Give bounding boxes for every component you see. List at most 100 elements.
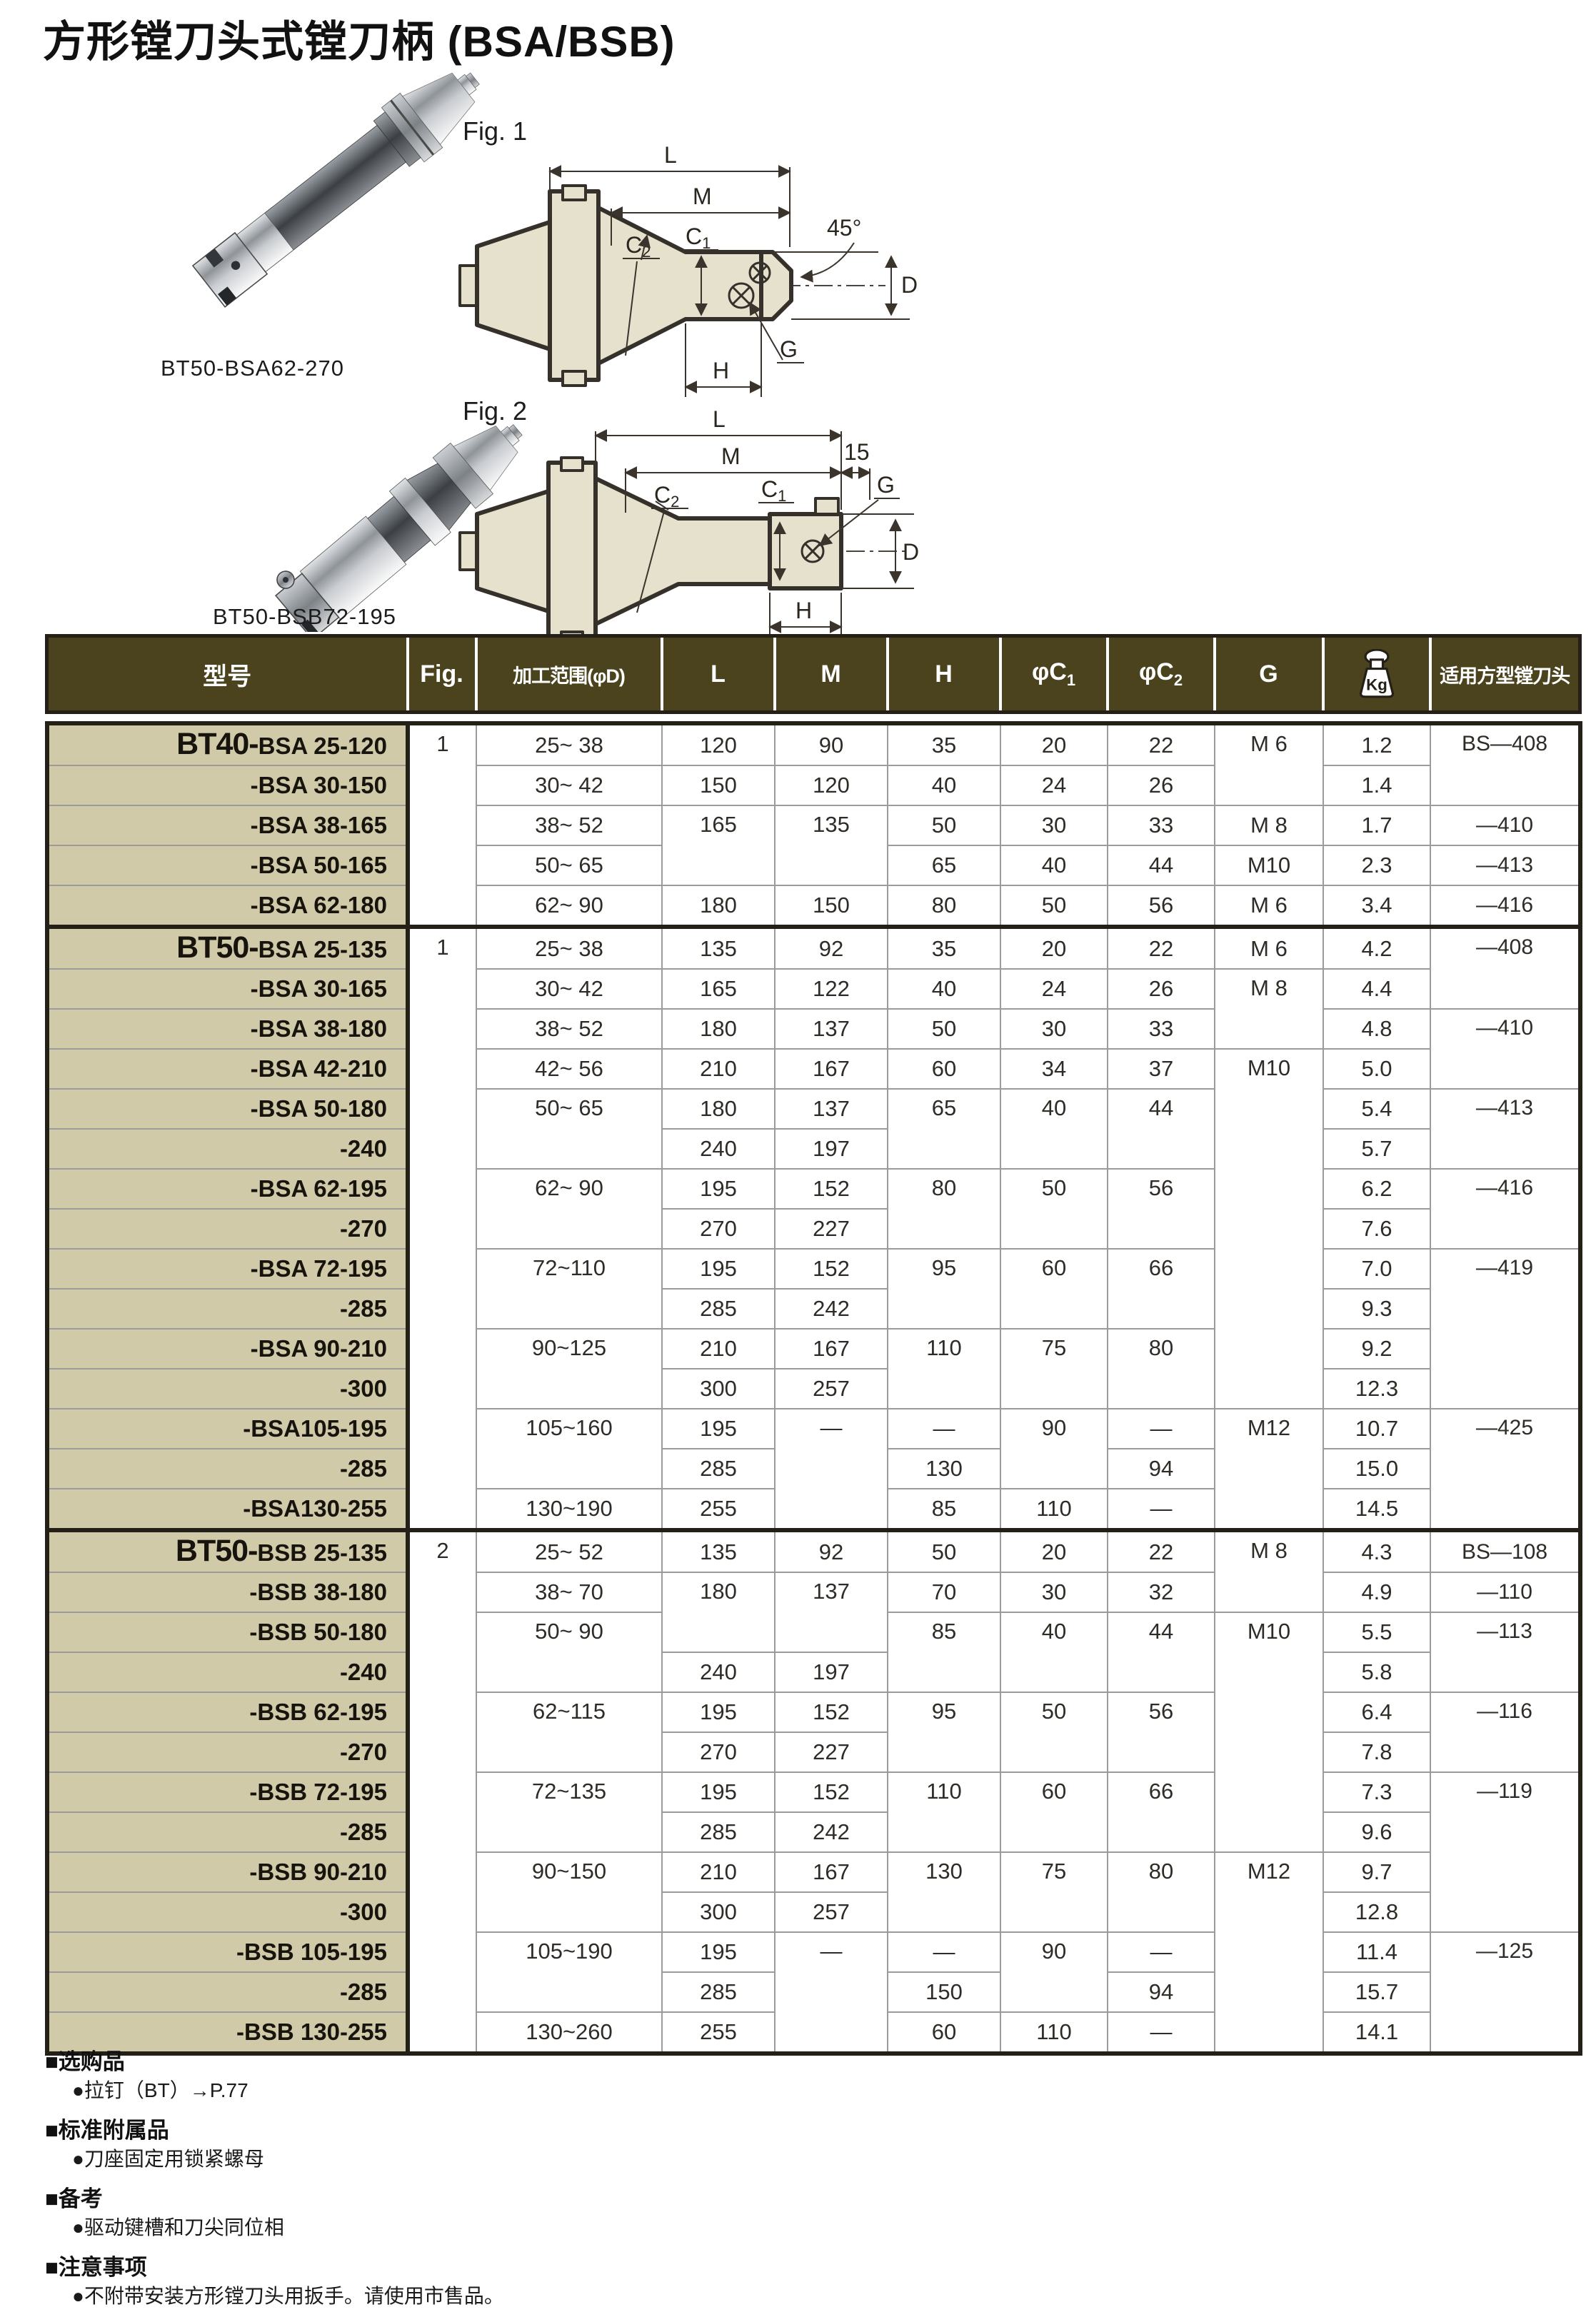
cell-model: -BSA 38-180 [47,1008,410,1050]
cell-model: -BSB 50-180 [47,1612,410,1653]
cell-model: BT50-BSB 25-135 [47,1528,410,1573]
dim-label-L: L [713,406,726,432]
model-suffix: BSB 25-135 [257,1539,387,1566]
cell-model: -270 [47,1732,410,1773]
cell-num: 195 [661,1168,776,1210]
cell-num: 50~ 65 [476,1088,663,1170]
cell-num: 180 [661,885,776,928]
cell-num: 270 [661,1208,776,1250]
cell-num: 40 [887,765,1001,806]
cell-num: 5.5 [1323,1612,1431,1653]
cell-num: 6.4 [1323,1692,1431,1733]
cell-num: 35 [887,721,1001,766]
cell-num: 95 [887,1692,1001,1773]
cell-num: 110 [1000,2011,1108,2054]
cell-num: 50~ 90 [476,1612,663,1693]
cell-num: M10 [1214,1048,1324,1409]
cell-num: M 8 [1214,1528,1324,1613]
table-row: -BSA 90-210 90~125 210 167 110 75 80 9.2 [47,1328,1580,1409]
cell-num: M 6 [1214,721,1324,806]
cell-num: 60 [1000,1771,1108,1853]
cell-app: —419 [1430,1248,1581,1409]
cell-num: 152 [774,1771,888,1813]
cell-num: 242 [774,1811,888,1853]
cell-num: M 6 [1214,925,1324,970]
cell-num: 40 [1000,845,1108,886]
col-header-M: M [773,635,888,713]
photo-caption-bsa: BT50-BSA62-270 [161,356,344,381]
cell-num: 65 [887,845,1001,886]
cell-num: 50 [887,1528,1001,1573]
cell-num: 15.0 [1323,1448,1431,1489]
cell-num: 40 [1000,1088,1108,1170]
cell-num: 130 [887,1851,1001,1933]
cell-app: —413 [1430,845,1581,886]
table-row: -BSA 42-210 42~ 56 210 167 60 34 37 M10 5.0 [47,1048,1580,1409]
table-row: -BSA 72-195 72~110 195 152 95 60 66 7.0 —419 [47,1248,1581,1409]
cell-num: 150 [774,885,888,928]
cell-num: — [1107,1408,1215,1449]
cell-num: 44 [1107,1088,1215,1170]
cell-num: 227 [774,1208,888,1250]
cell-num: 38~ 70 [476,1572,663,1613]
footer-notes: ■选购品 ●拉钉（BT）→P.77 ■标准附属品 ●刀座固定用锁紧螺母 ■备考 ●驱动键槽… [45,2048,1188,2311]
cell-num: 137 [774,1088,888,1130]
cell-num: 26 [1107,765,1215,806]
cell-num: 75 [1000,1851,1108,1933]
cell-num: — [1107,1931,1215,1973]
cell-num: M10 [1214,845,1324,886]
cell-num: M12 [1214,1851,1324,2054]
cell-num: 80 [1107,1328,1215,1409]
cell-num: 195 [661,1692,776,1733]
cell-num: 150 [661,765,776,806]
note-item: ●刀座固定用锁紧螺母 [72,2148,264,2170]
cell-app: —110 [1430,1572,1581,1613]
cell-num: 4.2 [1323,925,1431,970]
cell-num: 44 [1107,1612,1215,1693]
cell-num: 33 [1107,1008,1215,1050]
cell-model: -BSA 50-165 [47,845,410,886]
col-header-c1: φC1 [998,635,1108,713]
cell-num: 197 [774,1652,888,1693]
cell-app: BS—108 [1430,1528,1581,1573]
cell-app: —125 [1430,1931,1581,2054]
cell-num: 137 [774,1008,888,1050]
cell-app: BS—408 [1430,721,1581,806]
cell-num: 2.3 [1323,845,1431,886]
cell-model: -BSA 30-165 [47,968,410,1010]
cell-app: —410 [1430,1008,1581,1090]
cell-num: 34 [1000,1048,1108,1090]
cell-num: 72~135 [476,1771,663,1853]
cell-num: 75 [1000,1328,1108,1409]
cell-model: -BSA105-195 [47,1408,410,1449]
table-row: -BSA 30-150 30~ 42 150 120 40 24 26 1.4 [47,765,1580,806]
cell-num: 85 [887,1612,1001,1693]
dim-label-D: D [901,272,918,298]
cell-model: -BSB 62-195 [47,1692,410,1733]
cell-app: —410 [1430,805,1581,846]
cell-num: 30~ 42 [476,765,663,806]
cell-num: 60 [887,2011,1001,2054]
cell-num: 25~ 38 [476,925,663,970]
note-heading: ■标准附属品 [45,2118,169,2143]
cell-num: 66 [1107,1771,1215,1853]
cell-app: —416 [1430,1168,1581,1250]
cell-fig: 1 [407,721,477,928]
cell-num: 242 [774,1288,888,1330]
cell-num: 22 [1107,721,1215,766]
cell-num: 65 [887,1088,1001,1170]
cell-num: 105~190 [476,1931,663,2013]
cell-num: 257 [774,1891,888,1933]
cell-num: 40 [1000,1612,1108,1693]
table-row: -285 285 130 94 15.0 [47,1448,1580,1489]
cell-num: 12.3 [1323,1368,1431,1409]
table-row: -BSA130-255 130~190 255 85 110— 14.5 [47,1488,1580,1531]
model-suffix: BSA 25-135 [258,936,387,963]
figure-2-label: Fig. 2 [463,396,527,426]
spec-table-body: BT40-BSA 25-120 1 25~ 38 120 90 35 20 22 M 6 1.2 B… [47,721,1581,2054]
cell-num: 110 [887,1771,1001,1853]
cell-num: 300 [661,1368,776,1409]
cell-num: 90 [1000,1408,1108,1489]
cell-num: 9.7 [1323,1851,1431,1893]
cell-num: 90~125 [476,1328,663,1409]
